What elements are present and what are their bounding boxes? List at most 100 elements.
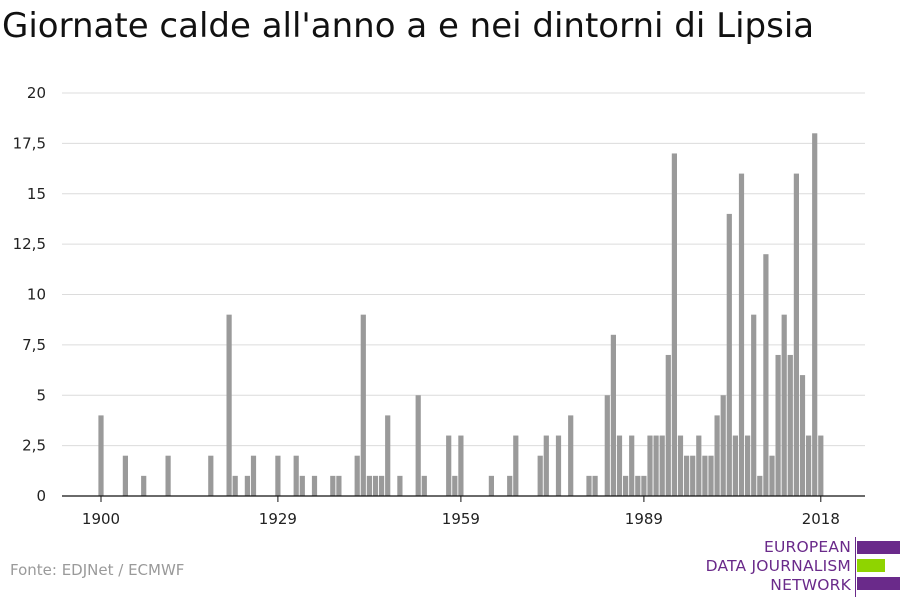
bar (507, 475, 513, 496)
bar (537, 455, 543, 496)
bar (799, 375, 806, 496)
y-tick-label: 15 (27, 185, 46, 203)
gridlines (62, 92, 865, 447)
bar (623, 475, 629, 496)
logo-line-data-journalism: DATA JOURNALISM (705, 557, 851, 575)
bar (763, 254, 769, 496)
bar (647, 435, 653, 496)
bar (586, 475, 592, 496)
chart-title: Giornate calde all'anno a e nei dintorni… (2, 6, 815, 46)
x-tick-label: 1989 (625, 510, 663, 528)
logo-purple-bar-bottom (857, 577, 900, 590)
bar (372, 475, 379, 496)
bar (415, 395, 421, 496)
logo-line-network: NETWORK (770, 576, 851, 594)
bar (98, 415, 104, 496)
bar (165, 455, 171, 496)
bar (714, 415, 720, 496)
logo-green-bar (857, 559, 885, 572)
y-tick-label: 20 (27, 84, 46, 102)
bar (458, 435, 464, 496)
bar (446, 435, 452, 496)
bar (818, 435, 824, 496)
bar (671, 153, 677, 496)
x-tick-label: 1959 (442, 510, 480, 528)
bar (659, 435, 665, 496)
bar (555, 435, 562, 496)
y-tick-label: 2,5 (22, 437, 46, 455)
bar (610, 334, 616, 496)
bar (781, 314, 787, 496)
bar (592, 475, 598, 496)
x-tick-label: 1900 (82, 510, 120, 528)
logo-divider (855, 537, 856, 597)
bar (299, 475, 305, 496)
bar (250, 455, 257, 496)
bar (379, 475, 385, 496)
bar (653, 435, 659, 496)
edjnet-logo[interactable]: EUROPEAN DATA JOURNALISM NETWORK (700, 537, 900, 597)
bar (665, 354, 671, 496)
bar (702, 455, 708, 496)
bar (635, 475, 641, 496)
bar (690, 455, 696, 496)
bar (745, 435, 751, 496)
bar (787, 354, 793, 496)
logo-line-european: EUROPEAN (763, 538, 851, 556)
bar (513, 435, 519, 496)
bar (677, 435, 684, 496)
bar (293, 455, 299, 496)
bar (330, 475, 336, 496)
bar (244, 475, 250, 496)
bar (397, 475, 403, 496)
bar (629, 435, 635, 496)
source-note: Fonte: EDJNet / ECMWF (10, 561, 185, 579)
bar (208, 455, 214, 496)
bar (336, 475, 342, 496)
bar (769, 455, 775, 496)
logo-purple-bar-top (857, 541, 900, 554)
y-tick-label: 7,5 (22, 336, 46, 354)
bar (275, 455, 281, 496)
bar (812, 133, 818, 497)
bar (684, 455, 690, 496)
y-tick-label: 0 (36, 487, 46, 505)
bar (311, 475, 318, 496)
bar (385, 415, 391, 496)
bar (757, 475, 763, 496)
bar (793, 173, 799, 496)
bar (452, 475, 458, 496)
bar (738, 173, 745, 496)
bar (421, 475, 427, 496)
y-tick-label: 12,5 (13, 235, 46, 253)
bar (641, 475, 647, 496)
bar-chart: 0 2,5 5 7,5 10 12,5 15 17,5 20 1900 1929 1959 1989 2… (13, 84, 865, 528)
bar (488, 475, 494, 496)
y-tick-label: 17,5 (13, 134, 46, 152)
bar (141, 475, 147, 496)
bar (751, 314, 757, 496)
bar (732, 435, 738, 496)
y-tick-label: 10 (27, 286, 46, 304)
bar (543, 435, 549, 496)
bar (696, 435, 702, 496)
bar (226, 314, 232, 496)
bar (568, 415, 574, 496)
bar (726, 213, 732, 496)
bar (708, 455, 714, 496)
bar (604, 395, 610, 496)
y-axis-tick-labels: 0 2,5 5 7,5 10 12,5 15 17,5 20 (13, 84, 46, 505)
bar (232, 475, 238, 496)
bar (360, 314, 366, 496)
bar (806, 435, 812, 496)
bar (354, 455, 360, 496)
bar (122, 455, 128, 496)
bar (366, 475, 372, 496)
bars (98, 133, 824, 497)
y-tick-label: 5 (36, 386, 46, 404)
x-axis: 1900 1929 1959 1989 2018 (62, 495, 865, 528)
bar (720, 395, 726, 496)
x-tick-label: 2018 (802, 510, 840, 528)
x-tick-label: 1929 (259, 510, 297, 528)
bar (775, 354, 781, 496)
